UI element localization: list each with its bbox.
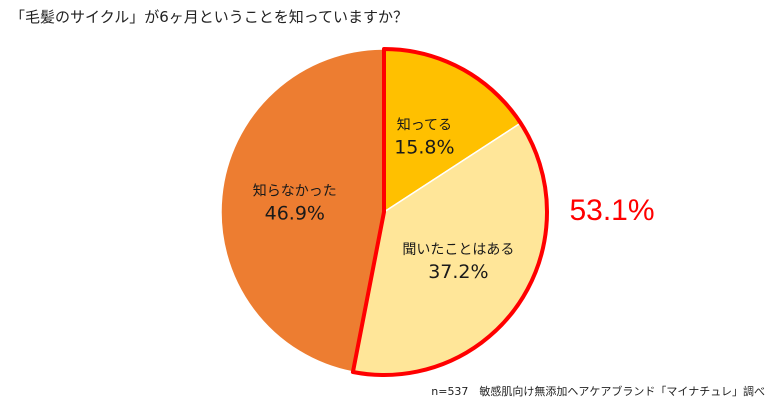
highlight-total-label: 53.1% xyxy=(569,194,654,227)
pie-slices xyxy=(220,48,548,376)
slice-label-heard-of: 聞いたことはある xyxy=(402,242,514,258)
slice-value-known: 15.8% xyxy=(394,137,454,159)
slice-labels: 知ってる 15.8% 聞いたことはある 37.2% 知らなかった 46.9% xyxy=(253,117,515,284)
chart-title: 「毛髪のサイクル」が6ヶ月ということを知っていますか？ xyxy=(10,8,409,26)
slice-value-not-known: 46.9% xyxy=(265,202,325,224)
slice-label-known: 知ってる xyxy=(397,117,452,134)
source-footnote: n=537 敏感肌向け無添加ヘアケアブランド「マイナチュレ」調べ xyxy=(431,385,765,398)
slice-label-not-known: 知らなかった xyxy=(253,182,337,199)
pie-slice-not-known xyxy=(220,48,385,373)
slice-value-heard-of: 37.2% xyxy=(428,261,488,283)
highlight-outline xyxy=(350,47,549,377)
